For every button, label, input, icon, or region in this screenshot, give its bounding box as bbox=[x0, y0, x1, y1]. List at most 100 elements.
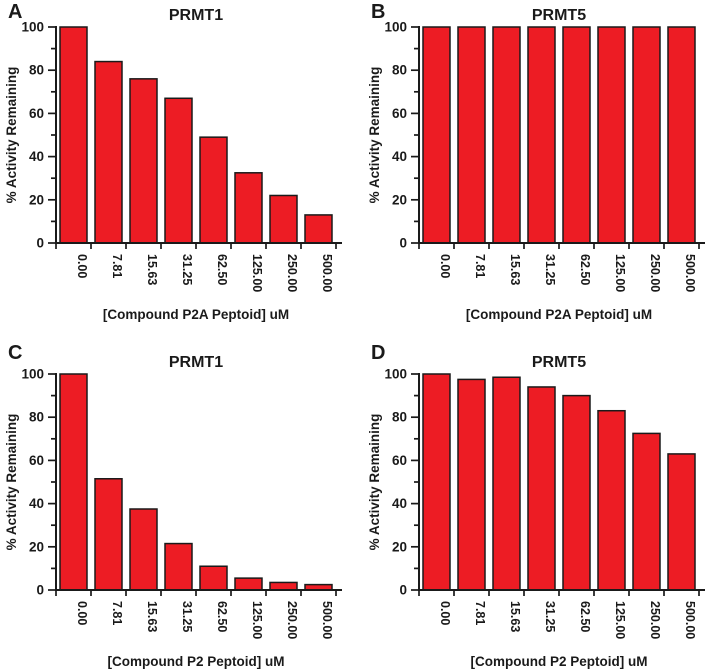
x-axis-title: [Compound P2A Peptoid] uM bbox=[103, 307, 289, 322]
x-tick-label: 15.63 bbox=[508, 254, 522, 285]
bar-chart-prmt1-p2a: PRMT1 0 20 40 60 80 100 0.00 7.81 15.63 31.25 62.50… bbox=[4, 7, 342, 322]
bar bbox=[632, 26, 661, 244]
bar bbox=[164, 542, 193, 591]
bar bbox=[492, 26, 521, 244]
x-tick-label: 250.00 bbox=[285, 601, 299, 639]
y-tick-label: 100 bbox=[384, 367, 407, 382]
x-tick-label: 500.00 bbox=[320, 601, 334, 639]
x-tick-label: 125.00 bbox=[250, 601, 264, 639]
y-axis-title: % Activity Remaining bbox=[4, 414, 19, 551]
x-tick-label: 62.50 bbox=[578, 601, 592, 632]
bar bbox=[562, 26, 591, 244]
y-axis-title: % Activity Remaining bbox=[367, 67, 382, 204]
x-tick-labels: 0.00 7.81 15.63 31.25 62.50 125.00 250.00 500.0… bbox=[438, 254, 697, 292]
y-tick-label: 0 bbox=[36, 236, 44, 251]
x-axis-ticks bbox=[418, 590, 700, 596]
y-tick-label: 20 bbox=[29, 539, 44, 554]
x-tick-labels: 0.00 7.81 15.63 31.25 62.50 125.00 250.00 500.0… bbox=[75, 601, 334, 639]
x-tick-label: 15.63 bbox=[145, 254, 159, 285]
bar bbox=[527, 386, 556, 591]
x-tick-label: 250.00 bbox=[648, 254, 662, 292]
panel-c: C PRMT1 0 20 40 60 80 100 0.00 7.81 15.63 31.25 62.… bbox=[0, 335, 363, 671]
x-axis-ticks bbox=[418, 243, 700, 249]
panel-a: A PRMT1 0 20 40 60 80 100 0.00 7.81 15.63 31.25 62.… bbox=[0, 0, 363, 335]
bars bbox=[59, 373, 333, 591]
bar bbox=[457, 378, 486, 591]
y-tick-label: 20 bbox=[392, 192, 407, 207]
bar bbox=[667, 453, 696, 591]
bar bbox=[597, 409, 626, 591]
x-tick-label: 0.00 bbox=[75, 254, 89, 278]
x-tick-label: 31.25 bbox=[543, 601, 557, 632]
x-axis-title: [Compound P2 Peptoid] uM bbox=[471, 654, 648, 669]
panel-letter-c: C bbox=[8, 342, 23, 364]
y-tick-label: 20 bbox=[392, 539, 407, 554]
x-tick-label: 500.00 bbox=[683, 601, 697, 639]
x-tick-label: 31.25 bbox=[543, 254, 557, 285]
y-tick-label: 80 bbox=[29, 410, 44, 425]
y-tick-label: 40 bbox=[392, 149, 407, 164]
x-tick-label: 0.00 bbox=[75, 601, 89, 625]
bar bbox=[234, 577, 263, 591]
y-tick-label: 80 bbox=[392, 63, 407, 78]
y-tick-label: 0 bbox=[36, 583, 44, 598]
y-axis-title: % Activity Remaining bbox=[367, 414, 382, 551]
x-tick-label: 125.00 bbox=[613, 601, 627, 639]
x-tick-label: 7.81 bbox=[110, 601, 124, 625]
y-tick-label: 100 bbox=[21, 20, 44, 35]
bar bbox=[457, 26, 486, 244]
x-tick-label: 31.25 bbox=[180, 254, 194, 285]
y-tick-label: 60 bbox=[392, 106, 407, 121]
chart-title: PRMT1 bbox=[169, 354, 223, 371]
chart-title: PRMT5 bbox=[532, 354, 586, 371]
y-tick-label: 0 bbox=[399, 583, 407, 598]
bar-chart-prmt5-p2: PRMT5 0 20 40 60 80 100 0.00 7.81 15.63 31.25 62.50… bbox=[367, 354, 705, 669]
y-tick-label: 40 bbox=[29, 496, 44, 511]
x-tick-label: 7.81 bbox=[473, 601, 487, 625]
chart-title: PRMT1 bbox=[169, 7, 223, 24]
y-tick-label: 60 bbox=[29, 453, 44, 468]
panel-d: D PRMT5 0 20 40 60 80 100 0.00 7.81 15.63 31.25 62.… bbox=[363, 335, 726, 671]
bar bbox=[667, 26, 696, 244]
y-tick-label: 20 bbox=[29, 192, 44, 207]
bar bbox=[59, 373, 88, 591]
x-tick-labels: 0.00 7.81 15.63 31.25 62.50 125.00 250.00 500.0… bbox=[438, 601, 697, 639]
bar bbox=[129, 508, 158, 591]
y-tick-label: 60 bbox=[29, 106, 44, 121]
bar bbox=[129, 78, 158, 244]
y-axis-ticks: 0 20 40 60 80 100 bbox=[21, 367, 56, 598]
x-axis-ticks bbox=[55, 243, 337, 249]
bar bbox=[94, 60, 123, 244]
x-tick-label: 0.00 bbox=[438, 601, 452, 625]
bars bbox=[422, 373, 696, 591]
bar bbox=[234, 172, 263, 244]
panel-letter-d: D bbox=[371, 342, 386, 364]
y-axis-title: % Activity Remaining bbox=[4, 67, 19, 204]
bar bbox=[269, 194, 298, 244]
x-tick-label: 15.63 bbox=[508, 601, 522, 632]
bar bbox=[527, 26, 556, 244]
y-axis-ticks: 0 20 40 60 80 100 bbox=[384, 367, 419, 598]
y-tick-label: 80 bbox=[29, 63, 44, 78]
x-tick-label: 125.00 bbox=[250, 254, 264, 292]
x-tick-label: 62.50 bbox=[578, 254, 592, 285]
x-tick-label: 500.00 bbox=[683, 254, 697, 292]
x-tick-label: 7.81 bbox=[110, 254, 124, 278]
panel-letter-a: A bbox=[8, 1, 23, 23]
bar-chart-prmt1-p2: PRMT1 0 20 40 60 80 100 0.00 7.81 15.63 31.25 62.50… bbox=[4, 354, 342, 669]
y-tick-label: 80 bbox=[392, 410, 407, 425]
panel-letter-b: B bbox=[371, 1, 386, 23]
bar bbox=[94, 478, 123, 591]
x-tick-label: 31.25 bbox=[180, 601, 194, 632]
x-tick-label: 62.50 bbox=[215, 601, 229, 632]
bar bbox=[422, 26, 451, 244]
bars bbox=[59, 26, 333, 244]
y-tick-label: 100 bbox=[384, 20, 407, 35]
panel-b: B PRMT5 0 20 40 60 80 100 0.00 7.81 15.63 31.25 62.… bbox=[363, 0, 726, 335]
x-tick-label: 0.00 bbox=[438, 254, 452, 278]
x-tick-label: 62.50 bbox=[215, 254, 229, 285]
y-tick-label: 40 bbox=[392, 496, 407, 511]
bar bbox=[199, 565, 228, 591]
y-axis-ticks: 0 20 40 60 80 100 bbox=[21, 20, 56, 251]
